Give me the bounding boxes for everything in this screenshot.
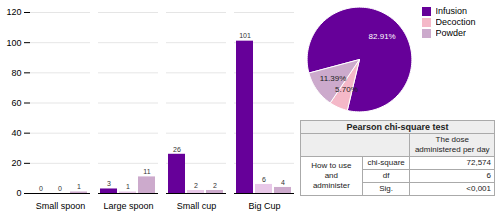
html-text:72,574: 72,574 <box>466 158 491 167</box>
html-text:Decoction: Decoction <box>435 17 476 27</box>
svg-text:0: 0 <box>39 185 43 192</box>
html-text:6: 6 <box>486 171 491 180</box>
svg-text:1: 1 <box>126 183 130 190</box>
html-text:administer: administer <box>312 181 350 190</box>
svg-text:1: 1 <box>77 183 81 190</box>
svg-text:0: 0 <box>16 188 21 198</box>
svg-text:3: 3 <box>107 180 111 187</box>
svg-text:100: 100 <box>6 38 21 48</box>
svg-text:2: 2 <box>213 182 217 189</box>
svg-text:Small spoon: Small spoon <box>36 201 86 211</box>
html-text:<0,001: <0,001 <box>466 184 491 193</box>
svg-text:82.91%: 82.91% <box>369 32 396 41</box>
svg-text:120: 120 <box>6 7 21 17</box>
html-text:Pearson chi-square test: Pearson chi-square test <box>346 122 449 132</box>
svg-text:2: 2 <box>194 182 198 189</box>
svg-text:Small cup: Small cup <box>177 201 217 211</box>
html-text:How to use and: How to use and <box>311 161 352 180</box>
svg-text:0: 0 <box>58 185 62 192</box>
html-text:chi-square: chi-square <box>367 158 405 167</box>
svg-text:6: 6 <box>262 176 266 183</box>
html-text:Infusion: Infusion <box>435 6 467 16</box>
html-text:Powder: Powder <box>435 28 466 38</box>
svg-text:11.39%: 11.39% <box>320 74 347 83</box>
svg-text:40: 40 <box>11 128 21 138</box>
svg-text:26: 26 <box>173 146 181 153</box>
svg-text:5.70%: 5.70% <box>335 85 358 94</box>
svg-text:80: 80 <box>11 68 21 78</box>
svg-text:101: 101 <box>239 32 251 39</box>
html-text:df: df <box>382 171 390 180</box>
svg-text:Large spoon: Large spoon <box>103 201 153 211</box>
html-text:Sig.: Sig. <box>379 184 393 193</box>
html-text:The dose: The dose <box>435 135 469 144</box>
svg-text:11: 11 <box>143 168 150 175</box>
svg-text:4: 4 <box>281 179 285 186</box>
svg-text:Big Cup: Big Cup <box>248 201 280 211</box>
svg-text:60: 60 <box>11 98 21 108</box>
html-text:administered per day: administered per day <box>414 145 490 154</box>
svg-text:20: 20 <box>11 158 21 168</box>
